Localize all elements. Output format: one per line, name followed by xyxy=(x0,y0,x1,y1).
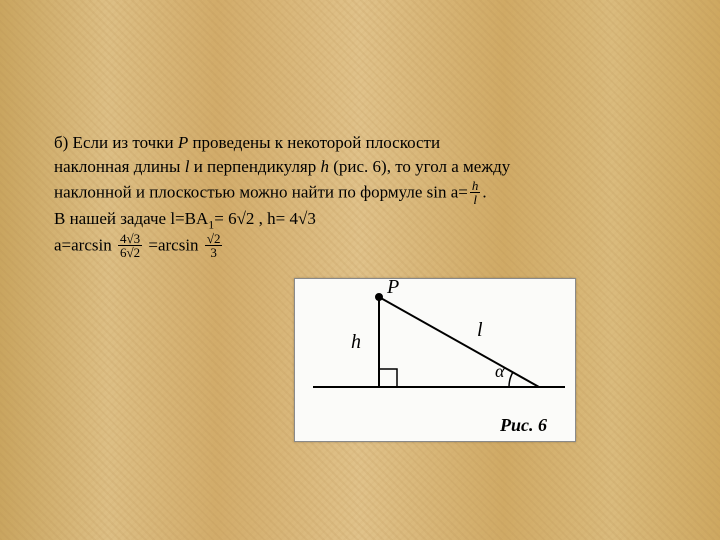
svg-text:h: h xyxy=(351,331,361,353)
txt: В нашей задаче l=BA xyxy=(54,209,208,228)
num: √2 xyxy=(205,232,223,246)
frac-h-over-l: hl xyxy=(470,179,481,206)
txt: =arcsin xyxy=(148,236,198,255)
txt: . xyxy=(482,182,486,201)
txt: наклонная длины xyxy=(54,157,185,176)
frac-result: √23 xyxy=(205,232,223,259)
text-block: б) Если из точки P проведены к некоторой… xyxy=(54,132,674,261)
txt: наклонной и плоскостью можно найти по фо… xyxy=(54,182,468,201)
figure-caption: Рис. 6 xyxy=(500,415,547,436)
txt: a=arcsin xyxy=(54,236,112,255)
den: l xyxy=(473,192,477,207)
txt: = xyxy=(214,209,224,228)
svg-text:α: α xyxy=(495,361,505,381)
den: 6√2 xyxy=(118,246,142,259)
txt: (рис. 6), то угол a между xyxy=(329,157,510,176)
expr-4root3: 4√3 xyxy=(290,209,316,228)
svg-text:l: l xyxy=(477,319,483,341)
line-3: наклонной и плоскостью можно найти по фо… xyxy=(54,180,674,207)
txt: б) Если из точки xyxy=(54,133,178,152)
den: 3 xyxy=(205,246,223,259)
expr-6root2: 6√2 xyxy=(228,209,254,228)
line-4: В нашей задаче l=BA1= 6√2 , h= 4√3 xyxy=(54,208,674,232)
num: h xyxy=(472,178,479,193)
line-5: a=arcsin 4√36√2 =arcsin √23 xyxy=(54,233,674,260)
var-P: P xyxy=(178,133,188,152)
var-h: h xyxy=(321,157,330,176)
line-1: б) Если из точки P проведены к некоторой… xyxy=(54,132,674,155)
line-2: наклонная длины l и перпендикуляр h (рис… xyxy=(54,156,674,179)
frac-main: 4√36√2 xyxy=(118,232,142,259)
txt: , h= xyxy=(254,209,285,228)
txt: проведены к некоторой плоскости xyxy=(188,133,440,152)
num: 4√3 xyxy=(118,232,142,246)
figure-6: Ph lα Рис. 6 xyxy=(294,278,576,442)
txt: и перпендикуляр xyxy=(189,157,320,176)
svg-text:P: P xyxy=(386,279,399,298)
